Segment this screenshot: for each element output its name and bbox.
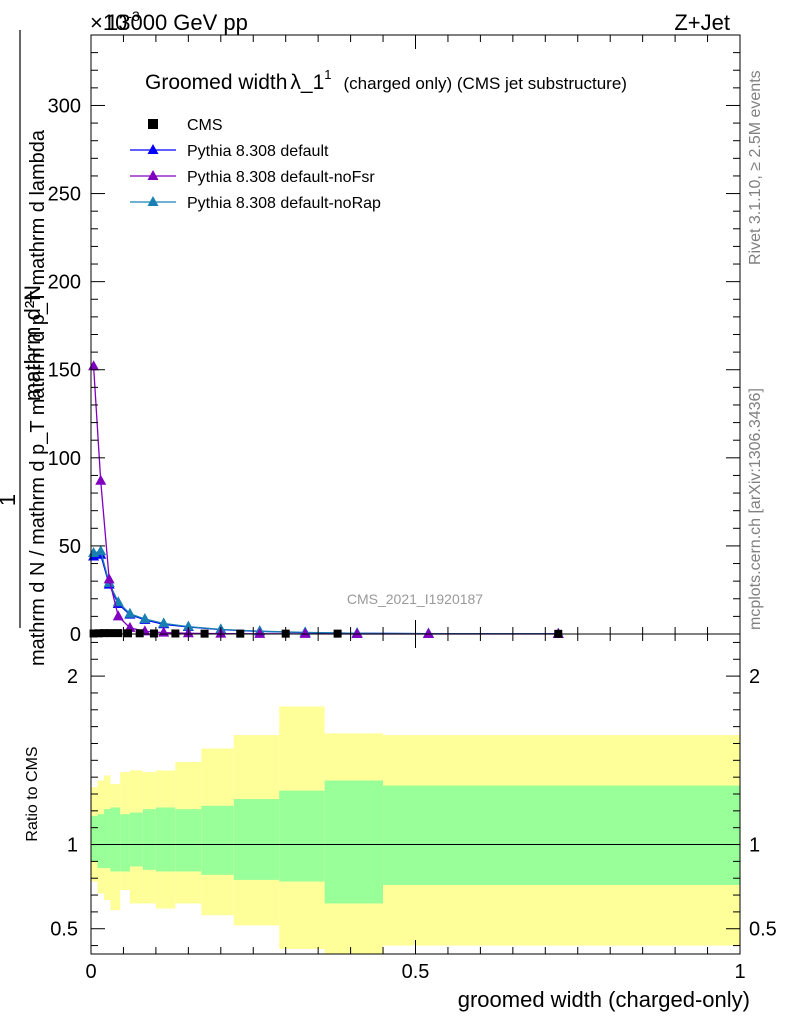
y-axis-label-lower: mathrm d N / mathrm d p_T mathrm d p_T m… <box>27 129 49 666</box>
legend-label: Pythia 8.308 default-noRap <box>187 195 381 212</box>
ratio-y-axis-label: Ratio to CMS <box>24 746 41 841</box>
ratio-y-tick-label: 0.5 <box>749 919 777 941</box>
legend: CMS Pythia 8.308 default Pythia 8.308 defa… <box>130 117 381 212</box>
data-point <box>89 629 98 638</box>
stat-uncertainty-band <box>324 780 384 904</box>
data-point <box>123 629 132 638</box>
main-panel: 0 50 100 150 200 250 300 Groomed width λ_11 (cha… <box>0 30 741 666</box>
stat-uncertainty-band <box>142 809 156 870</box>
plot-title: Groomed width λ_11 (charged only) (CMS jet… <box>145 67 627 94</box>
stat-uncertainty-band <box>97 814 104 869</box>
stat-uncertainty-band <box>91 815 98 862</box>
ratio-y-tick-label: 2 <box>67 666 78 688</box>
ratio-y-tick-label: 2 <box>749 666 760 688</box>
x-tick-label: 0.5 <box>402 961 430 983</box>
ratio-y-tick-label: 0.5 <box>50 919 78 941</box>
ratio-y-tick-label: 1 <box>749 835 760 857</box>
data-point <box>124 607 136 618</box>
data-point <box>182 620 194 631</box>
data-point <box>99 629 108 638</box>
data-point <box>139 613 151 624</box>
legend-marker <box>148 119 158 129</box>
y-tick-label: 300 <box>48 95 81 117</box>
data-point <box>158 617 170 628</box>
data-point <box>422 627 434 638</box>
y-tick-label: 50 <box>59 536 81 558</box>
legend-marker <box>147 144 159 154</box>
legend-label: Pythia 8.308 default-noFsr <box>187 169 375 186</box>
data-point <box>351 627 363 638</box>
stat-uncertainty-band <box>110 807 121 872</box>
legend-label: Pythia 8.308 default <box>187 143 329 160</box>
data-point <box>112 610 124 621</box>
process-label: Z+Jet <box>674 10 730 35</box>
data-point <box>299 627 311 638</box>
y-tick-label: 100 <box>48 448 81 470</box>
series-line <box>92 366 559 635</box>
data-point <box>88 360 100 371</box>
legend-marker <box>147 196 159 206</box>
stat-uncertainty-band <box>120 814 130 872</box>
y-tick-label: 150 <box>48 360 81 382</box>
x-axis-label: groomed width (charged-only) <box>458 987 750 1012</box>
stat-uncertainty-band <box>383 785 740 885</box>
stat-uncertainty-band <box>129 812 143 867</box>
x-tick-label: 0 <box>85 961 96 983</box>
rivet-label: Rivet 3.1.10, ≥ 2.5M events <box>747 70 764 265</box>
mcplots-label: mcplots.cern.ch [arXiv:1306.3436] <box>747 388 764 630</box>
ratio-y-tick-label: 1 <box>67 835 78 857</box>
ratio-panel: 0.5 0.51 12 20 0.5 1 Ratio to CMS groomed wid… <box>24 633 777 1012</box>
stat-uncertainty-band <box>201 805 234 875</box>
exponent-label: ×10-3 <box>90 8 140 35</box>
y-axis-label-one: 1 <box>0 494 20 506</box>
data-point <box>95 545 107 556</box>
legend-marker <box>147 170 159 180</box>
y-tick-label: 0 <box>70 624 81 646</box>
data-point <box>254 627 266 638</box>
data-point <box>114 629 123 638</box>
stat-uncertainty-band <box>175 809 202 872</box>
y-axis-label-upper: mathrm d²N <box>20 285 45 401</box>
data-point <box>94 629 103 638</box>
stat-uncertainty-band <box>279 790 325 882</box>
energy-label: 13000 GeV pp <box>106 10 248 35</box>
legend-label: CMS <box>187 117 223 134</box>
x-tick-label: 1 <box>734 961 745 983</box>
y-tick-label: 200 <box>48 272 81 294</box>
stat-uncertainty-band <box>103 809 111 869</box>
data-point <box>171 629 180 638</box>
data-point <box>135 629 144 638</box>
stat-uncertainty-band <box>155 807 176 872</box>
stat-uncertainty-band <box>233 799 280 880</box>
analysis-watermark: CMS_2021_I1920187 <box>347 591 483 607</box>
data-point <box>149 629 158 638</box>
data-point <box>95 474 107 485</box>
data-point <box>106 629 115 638</box>
y-tick-label: 250 <box>48 184 81 206</box>
data-point <box>103 573 115 584</box>
